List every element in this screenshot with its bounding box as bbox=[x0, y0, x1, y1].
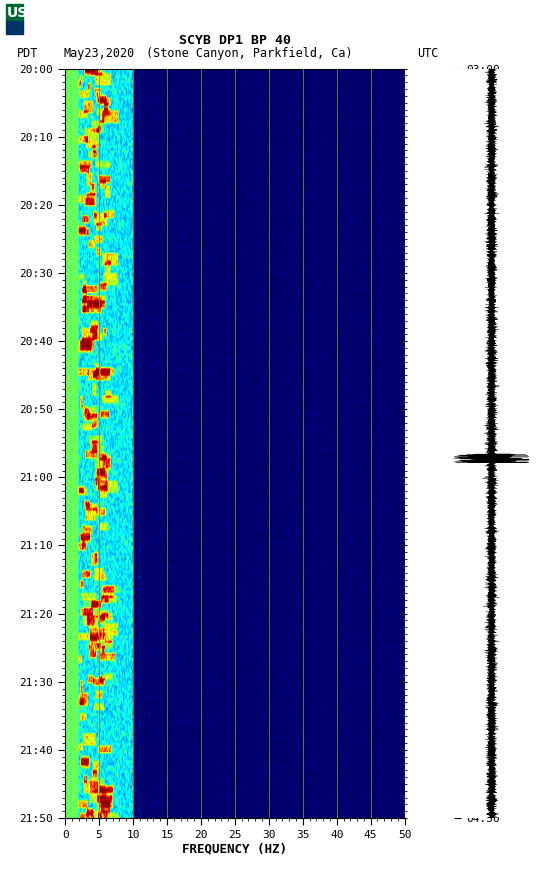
X-axis label: FREQUENCY (HZ): FREQUENCY (HZ) bbox=[182, 843, 288, 855]
Bar bbox=[6, 4, 23, 21]
Text: (Stone Canyon, Parkfield, Ca): (Stone Canyon, Parkfield, Ca) bbox=[146, 47, 353, 60]
Text: PDT: PDT bbox=[17, 47, 38, 60]
Bar bbox=[6, 21, 23, 34]
Text: May23,2020: May23,2020 bbox=[63, 47, 135, 60]
Text: SCYB DP1 BP 40: SCYB DP1 BP 40 bbox=[179, 34, 291, 46]
Text: USGS: USGS bbox=[7, 5, 49, 20]
Text: UTC: UTC bbox=[417, 47, 438, 60]
